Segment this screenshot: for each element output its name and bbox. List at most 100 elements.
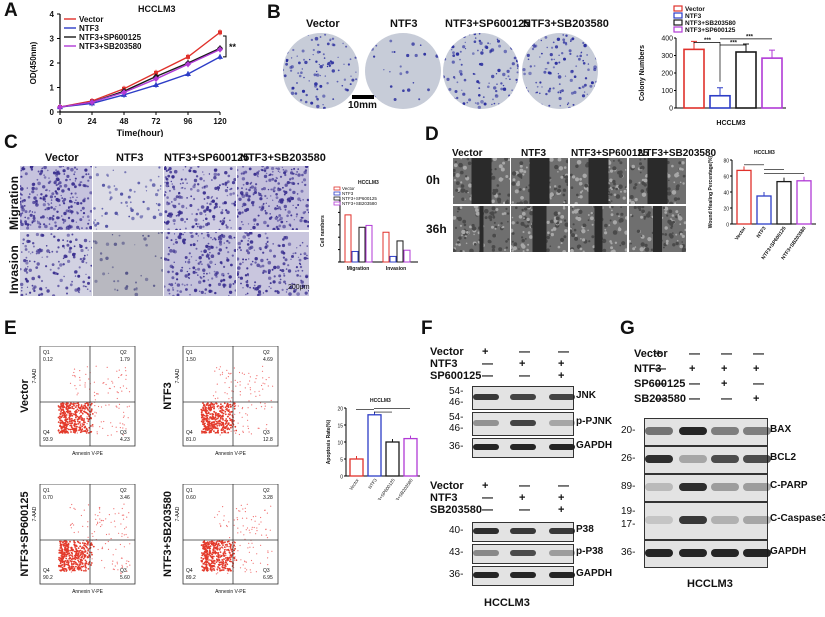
event-dot — [76, 432, 78, 434]
event-dot — [253, 526, 255, 529]
cell-dot — [575, 65, 578, 68]
event-dot — [208, 421, 210, 424]
cell-dot — [86, 254, 89, 256]
event-dot — [90, 408, 93, 411]
cell-dot — [54, 271, 58, 275]
cell-dot — [136, 212, 139, 216]
cell-dot — [225, 246, 228, 249]
cell-dot — [419, 44, 422, 46]
cell-dot — [253, 172, 257, 176]
cell-dot — [494, 225, 498, 229]
cell-dot — [507, 220, 509, 223]
cell-dot — [297, 256, 300, 259]
event-dot — [60, 402, 62, 405]
cell-dot — [466, 101, 469, 104]
cell-dot — [552, 41, 555, 44]
cell-dot — [245, 283, 249, 287]
event-dot — [81, 542, 84, 544]
cell-dot — [286, 214, 289, 218]
cell-dot — [298, 61, 301, 65]
cell-dot — [207, 242, 210, 245]
cell-dot — [608, 193, 611, 196]
mw-label: 54- — [449, 412, 464, 423]
event-dot — [201, 430, 203, 433]
event-dot — [123, 546, 125, 548]
cell-dot — [574, 236, 579, 241]
cell-dot — [639, 166, 643, 170]
event-dot — [77, 556, 80, 559]
event-dot — [215, 420, 218, 423]
cell-dot — [448, 87, 452, 91]
cell-dot — [295, 270, 297, 273]
event-dot — [66, 545, 68, 548]
event-dot — [228, 417, 231, 420]
cell-dot — [214, 291, 217, 295]
cell-dot — [218, 240, 222, 244]
cell-dot — [221, 209, 224, 211]
event-dot — [121, 535, 123, 537]
cell-dot — [228, 285, 232, 289]
cell-dot — [511, 171, 517, 176]
cell-dot — [160, 232, 163, 234]
point — [89, 99, 95, 106]
event-dot — [211, 425, 214, 428]
q2-value: 3.46 — [120, 495, 130, 501]
cell-dot — [307, 34, 309, 36]
cell-dot — [239, 191, 244, 195]
cell-dot — [576, 193, 579, 197]
cell-dot — [86, 288, 89, 290]
event-dot — [90, 417, 92, 420]
event-dot — [267, 564, 269, 566]
point — [217, 53, 223, 59]
event-dot — [223, 515, 225, 517]
cell-dot — [39, 223, 42, 225]
event-dot — [204, 542, 207, 545]
cell-dot — [518, 248, 520, 250]
cell-dot — [172, 243, 175, 245]
cell-dot — [681, 161, 685, 165]
cell-dot — [215, 232, 217, 234]
cell-dot — [595, 88, 598, 92]
cell-dot — [179, 232, 182, 235]
cell-dot — [383, 69, 385, 71]
cell-dot — [293, 167, 296, 170]
cell-dot — [142, 234, 144, 237]
event-dot — [230, 372, 232, 374]
cell-dot — [71, 219, 75, 223]
event-dot — [265, 428, 267, 430]
cell-dot — [589, 84, 593, 88]
event-dot — [120, 573, 122, 575]
event-dot — [215, 422, 218, 425]
event-dot — [86, 431, 88, 433]
cell-dot — [481, 49, 484, 51]
cell-dot — [561, 89, 564, 92]
cell-dot — [462, 250, 465, 252]
cell-dot — [283, 273, 285, 275]
cell-dot — [487, 85, 490, 89]
cell-dot — [451, 60, 455, 64]
cell-dot — [256, 263, 260, 268]
event-dot — [65, 557, 68, 560]
event-dot — [210, 569, 213, 572]
cell-dot — [164, 191, 167, 193]
cell-dot — [217, 238, 220, 241]
event-dot — [62, 568, 65, 571]
cell-dot — [66, 240, 69, 242]
cell-dot — [559, 90, 562, 92]
cell-dot — [205, 214, 207, 216]
blot-band — [549, 550, 575, 556]
cell-dot — [514, 89, 516, 92]
cell-dot — [468, 33, 471, 36]
cell-dot — [21, 194, 23, 196]
cell-dot — [354, 56, 357, 59]
cell-dot — [498, 192, 501, 196]
event-dot — [210, 402, 213, 404]
cell-dot — [291, 181, 295, 185]
event-dot — [71, 547, 73, 549]
cell-dot — [180, 178, 183, 181]
cell-dot — [296, 292, 300, 296]
cell-dot — [80, 248, 84, 253]
cell-dot — [586, 93, 588, 95]
cell-dot — [604, 231, 608, 235]
